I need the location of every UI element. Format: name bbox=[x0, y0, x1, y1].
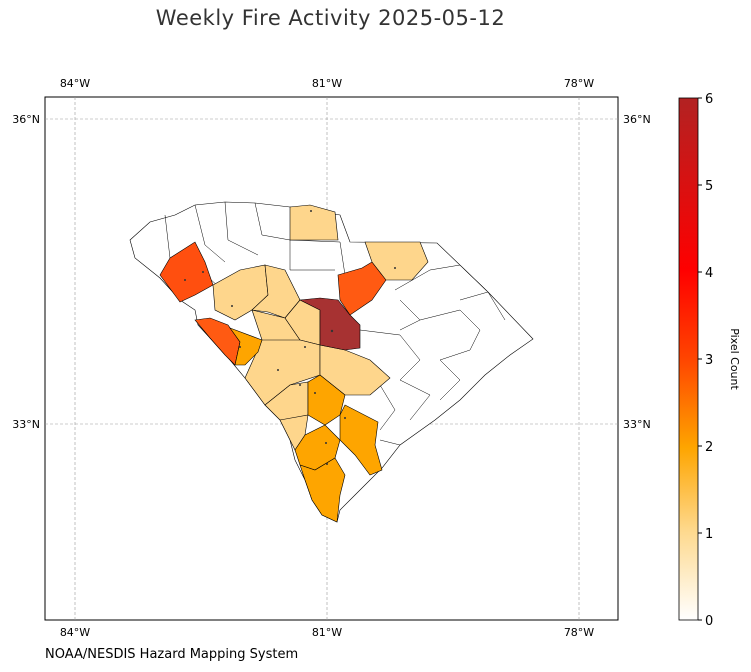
cb-tick-4: 4 bbox=[705, 266, 713, 281]
lat-tick-right-0: 36°N bbox=[623, 113, 651, 126]
lat-tick-left-1: 33°N bbox=[12, 418, 40, 431]
cb-tick-2: 2 bbox=[705, 440, 713, 455]
lon-ticks-bottom: 84°W 81°W 78°W bbox=[60, 626, 594, 639]
fire-points bbox=[184, 210, 396, 465]
county-jasper bbox=[299, 457, 346, 523]
cb-tick-3: 3 bbox=[705, 353, 713, 368]
colorbar-ticks: 0 1 2 3 4 5 6 bbox=[698, 92, 713, 629]
county-marlboro bbox=[364, 241, 429, 281]
colorbar bbox=[678, 97, 699, 621]
credit-text: NOAA/NESDIS Hazard Mapping System bbox=[45, 647, 299, 662]
lon-tick-bottom-0: 84°W bbox=[60, 626, 90, 639]
county-lexington bbox=[298, 297, 361, 351]
lon-tick-bottom-1: 81°W bbox=[312, 626, 342, 639]
county-york bbox=[289, 204, 339, 241]
county-aiken bbox=[229, 327, 263, 366]
lat-ticks-left: 36°N 33°N bbox=[12, 113, 40, 431]
county-chesterfield bbox=[337, 261, 387, 316]
lat-ticks-right: 36°N 33°N bbox=[623, 113, 651, 431]
county-band-e bbox=[244, 339, 321, 406]
chart-title: Weekly Fire Activity 2025-05-12 bbox=[155, 6, 506, 30]
lon-tick-top-1: 81°W bbox=[312, 77, 342, 90]
lat-tick-right-1: 33°N bbox=[623, 418, 651, 431]
cb-tick-6: 6 bbox=[705, 92, 713, 107]
lon-ticks-top: 84°W 81°W 78°W bbox=[60, 77, 594, 90]
cb-tick-5: 5 bbox=[705, 179, 713, 194]
lat-tick-left-0: 36°N bbox=[12, 113, 40, 126]
cb-tick-1: 1 bbox=[705, 527, 713, 542]
lon-tick-bottom-2: 78°W bbox=[564, 626, 594, 639]
lon-tick-top-2: 78°W bbox=[564, 77, 594, 90]
county-anderson bbox=[159, 241, 214, 303]
lon-tick-top-0: 84°W bbox=[60, 77, 90, 90]
fire-counties bbox=[159, 204, 429, 523]
county-colleton bbox=[339, 404, 383, 476]
cb-tick-0: 0 bbox=[705, 614, 713, 629]
county-band-b bbox=[251, 264, 301, 319]
colorbar-label: Pixel Count bbox=[728, 328, 741, 390]
